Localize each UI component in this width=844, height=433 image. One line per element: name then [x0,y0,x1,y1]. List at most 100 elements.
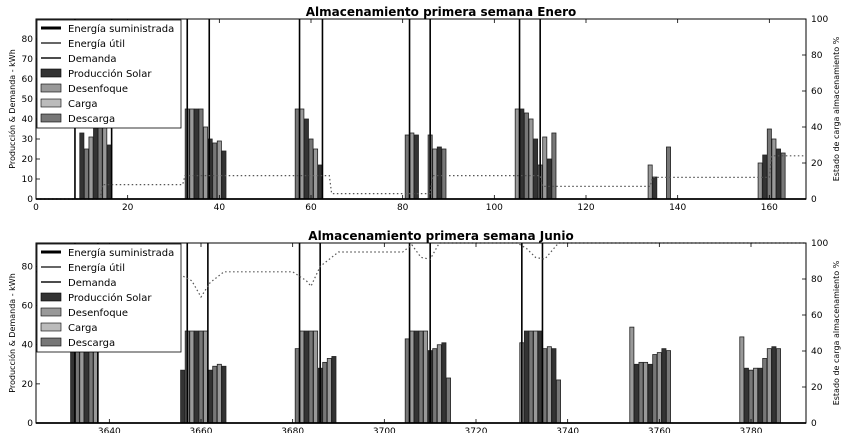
plot-frame [35,242,807,424]
bar-produccion-solar [537,330,543,424]
bar-produccion-solar [551,348,557,424]
y2-tick-label: 80 [811,275,823,285]
bar-produccion-solar [519,108,525,200]
bar-produccion-solar [70,344,76,424]
bar-produccion-solar [633,363,639,424]
bar-produccion-solar [83,148,89,200]
y-tick-label: 70 [22,55,34,65]
legend-entry: Energía útil [68,38,125,50]
bar-produccion-solar [556,379,561,424]
x-tick-label: 3760 [648,427,671,433]
y-tick-label: 80 [22,35,34,45]
x-tick-label: 120 [577,203,594,213]
bar-produccion-solar [542,136,548,200]
x-tick-label: 3680 [281,427,304,433]
bar-produccion-solar [436,344,442,424]
bar-produccion-solar [441,342,447,424]
bar-produccion-solar [308,330,314,424]
bar-produccion-solar [303,118,309,200]
bar-produccion-solar [313,148,319,200]
x-tick-label: 0 [33,203,39,213]
bar-produccion-solar [666,350,671,424]
bar-produccion-solar [294,108,300,200]
legend-entry: Energía suministrada [68,23,174,35]
bar-produccion-solar [766,128,772,200]
y2-tick-label: 100 [811,239,828,249]
legend-swatch [40,322,62,332]
y-axis-label: Producción & Demanda - kWh [7,49,17,169]
legend-entry: Demanda [68,54,117,65]
legend-entry: Desenfoque [68,84,128,95]
bar-produccion-solar [647,363,653,424]
bar-produccion-solar [79,132,85,200]
y-tick-label: 30 [22,135,34,145]
y-tick-label: 0 [27,195,33,205]
x-tick-label: 20 [122,203,134,213]
bar-produccion-solar [409,330,415,424]
bar-produccion-solar [546,158,552,200]
bar-produccion-solar [432,148,438,200]
y2-tick-label: 40 [811,347,823,357]
bar-produccion-solar [666,146,671,200]
bar-produccion-solar [203,330,209,424]
x-tick-label: 100 [486,203,503,213]
legend-swatch [40,98,62,108]
legend-entry: Producción Solar [68,292,152,304]
bar-produccion-solar [757,367,763,424]
bar-produccion-solar [189,330,195,424]
x-tick-label: 60 [305,203,317,213]
bar-produccion-solar [221,365,227,424]
y-tick-label: 10 [22,175,34,185]
bar-produccion-solar [212,142,218,200]
bar-produccion-solar [748,369,754,424]
bar-produccion-solar [652,176,658,200]
bar-produccion-solar [647,164,653,200]
bar-produccion-solar [533,138,539,200]
bar-produccion-solar [216,140,222,200]
line-estado-de-carga [36,242,806,299]
x-tick-label: 3720 [465,427,488,433]
bar-produccion-solar [404,134,410,200]
bar-produccion-solar [212,365,218,424]
bar-produccion-solar [780,152,786,200]
bar-produccion-solar [533,330,539,424]
y2-tick-label: 80 [811,51,823,61]
legend-entry: Descarga [68,338,115,349]
bar-produccion-solar [441,148,447,200]
y-tick-label: 40 [22,341,34,351]
legend-entry: Energía suministrada [68,247,174,259]
x-tick-label: 140 [669,203,686,213]
y2-tick-label: 0 [811,419,817,429]
bar-produccion-solar [643,361,649,424]
bar-produccion-solar [762,358,768,424]
bar-produccion-solar [528,118,534,200]
bar-produccion-solar [193,108,199,200]
bar-produccion-solar [404,338,410,424]
legend-entry: Producción Solar [68,68,152,80]
x-tick-label: 3700 [373,427,396,433]
y2-tick-label: 100 [811,15,828,25]
bar-produccion-solar [303,330,309,424]
bar-produccion-solar [546,346,552,424]
legend-entry: Desenfoque [68,308,128,319]
legend-swatch [40,83,62,93]
bar-produccion-solar [93,344,99,424]
bar-produccion-solar [203,126,209,200]
bar-produccion-solar [317,164,323,200]
y-tick-label: 50 [22,95,34,105]
bar-produccion-solar [180,369,186,424]
bar-produccion-solar [638,361,644,424]
bar-produccion-solar [776,348,781,424]
bar-produccion-solar [198,330,204,424]
x-tick-label: 160 [761,203,778,213]
y2-tick-label: 0 [811,195,817,205]
legend-entry: Carga [68,323,98,334]
y-tick-label: 60 [22,75,34,85]
bar-produccion-solar [771,346,777,424]
bar-produccion-solar [757,162,763,200]
legend-swatch [40,292,62,302]
bar-produccion-solar [523,112,529,200]
y2-axis-label: Estado de carga almacenamiento % [832,36,841,181]
y-axis-label: Producción & Demanda - kWh [7,273,17,393]
